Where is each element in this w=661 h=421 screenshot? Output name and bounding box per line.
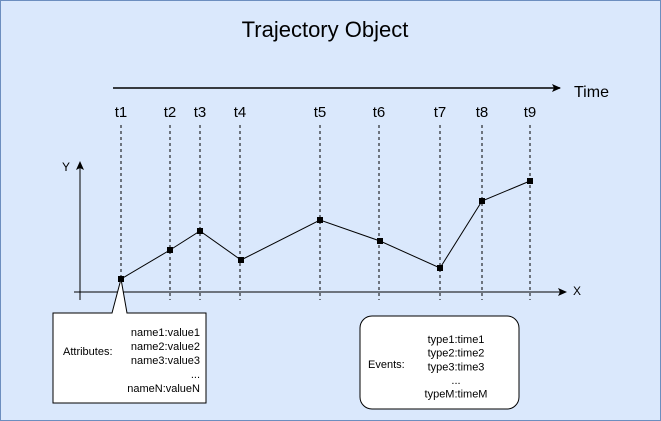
time-tick: t9 [524,104,537,121]
time-tick: t1 [115,104,128,121]
event-line: type3:time3 [428,361,485,373]
trajectory-point [377,238,383,244]
attributes-label: Attributes: [63,346,113,358]
attribute-line: name2:value2 [131,341,200,353]
trajectory-point [238,257,244,263]
event-line: ... [451,375,460,387]
trajectory-point [527,178,533,184]
time-tick: t4 [234,104,247,121]
time-tick: t3 [194,104,207,121]
attributes-callout [52,278,207,404]
event-line: type2:time2 [428,348,485,360]
event-line: typeM:timeM [425,389,488,401]
event-line: type1:time1 [428,334,485,346]
trajectory-point [437,265,443,271]
time-tick: t5 [314,104,327,121]
y-label: Y [62,160,70,174]
attribute-line: nameN:valueN [127,383,200,395]
attribute-line: name1:value1 [131,327,200,339]
time-tick: t7 [434,104,447,121]
trajectory-point [479,198,485,204]
trajectory-point [197,228,203,234]
time-tick: t6 [373,104,386,121]
trajectory-point [317,217,323,223]
attribute-line: ... [191,369,200,381]
trajectory-point [167,247,173,253]
time-label: Time [574,84,609,101]
title: Trajectory Object [242,17,409,42]
x-label: X [573,284,581,298]
events-box [359,315,520,410]
time-tick: t8 [476,104,489,121]
time-tick: t2 [164,104,177,121]
attribute-line: name3:value3 [131,355,200,367]
events-label: Events: [368,359,405,371]
